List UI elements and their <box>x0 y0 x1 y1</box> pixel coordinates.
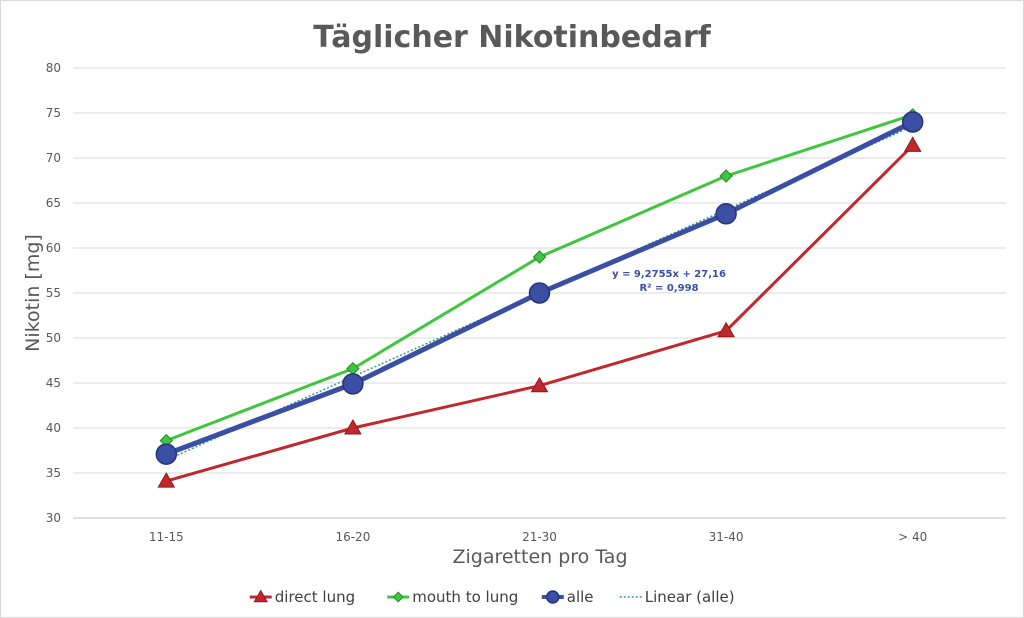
data-point-direct-lung <box>530 376 549 393</box>
y-tick-label: 75 <box>46 106 61 120</box>
data-point-alle <box>155 443 178 465</box>
y-tick-label: 50 <box>46 331 61 345</box>
legend-item-Linear-alle: Linear (alle) <box>619 588 735 606</box>
x-tick-label: > 40 <box>898 530 927 544</box>
y-tick-label: 40 <box>46 421 61 435</box>
legend-item-mouth-to-lung: mouth to lung <box>387 588 518 606</box>
chart-title: Täglicher Nikotinbedarf <box>313 20 712 55</box>
y-axis-title: Nikotin [mg] <box>22 234 44 352</box>
trendline-r-squared: R² = 0,998 <box>639 283 698 294</box>
data-point-direct-lung <box>717 321 735 338</box>
legend-label: alle <box>567 588 594 606</box>
data-point-alle <box>901 111 924 133</box>
x-axis-title: Zigaretten pro Tag <box>452 546 627 568</box>
x-tick-label: 31-40 <box>709 530 744 544</box>
legend: direct lung mouth to lung alle Linear (alle… <box>249 588 735 606</box>
data-point-mouth-to-lung <box>719 169 733 183</box>
data-point-direct-lung <box>157 472 176 488</box>
legend-marker <box>253 589 269 603</box>
data-point-alle <box>342 373 364 395</box>
data-point-alle <box>528 282 551 304</box>
legend-marker <box>546 590 560 604</box>
data-point-alle <box>715 203 737 225</box>
y-tick-label: 55 <box>46 286 61 300</box>
legend-marker <box>392 591 404 603</box>
y-tick-labels: 30 35 40 45 50 55 60 65 70 75 80 <box>46 61 61 525</box>
data-point-mouth-to-lung <box>532 250 547 264</box>
trendline-equation: y = 9,2755x + 27,16 <box>612 269 726 280</box>
x-tick-label: 16-20 <box>335 530 370 544</box>
legend-item-alle: alle <box>541 588 594 606</box>
legend-label: direct lung <box>275 588 355 606</box>
y-tick-label: 60 <box>46 241 61 255</box>
y-tick-label: 35 <box>46 466 61 480</box>
data-point-direct-lung <box>344 418 362 435</box>
legend-label: Linear (alle) <box>645 588 735 606</box>
y-tick-label: 65 <box>46 196 61 210</box>
legend-label: mouth to lung <box>412 588 518 606</box>
x-tick-label: 21-30 <box>522 530 557 544</box>
y-tick-label: 30 <box>46 511 61 525</box>
legend-item-direct-lung: direct lung <box>249 588 355 606</box>
series-line-direct-lung <box>165 144 914 483</box>
y-tick-label: 45 <box>46 376 61 390</box>
y-tick-label: 80 <box>46 61 61 75</box>
y-tick-label: 70 <box>46 151 61 165</box>
data-point-direct-lung <box>903 136 922 152</box>
annotation-layer: y = 9,2755x + 27,16 R² = 0,998 <box>612 269 726 294</box>
x-tick-label: 11-15 <box>149 530 184 544</box>
series-layer <box>155 108 924 488</box>
x-tick-labels: 11-15 16-20 21-30 31-40 > 40 <box>149 530 927 544</box>
